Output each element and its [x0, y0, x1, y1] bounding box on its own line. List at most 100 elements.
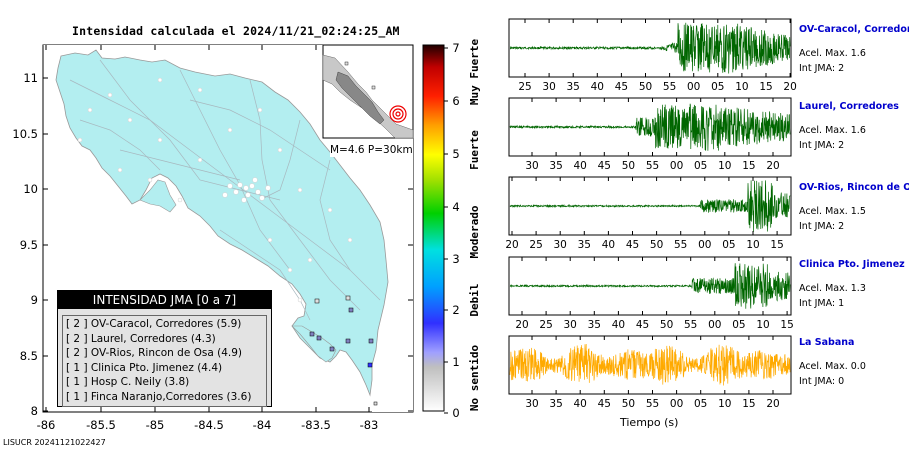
waveform-tick-label: 20 [783, 81, 796, 93]
waveform-panel: 20 25 30 35 40 45 50 55 00 05 10 15 [505, 176, 792, 251]
colorbar-tick-label: 5 [452, 147, 459, 161]
map-y-tick-label: 9 [31, 293, 38, 307]
map-y-tick-label: 10.5 [12, 127, 38, 141]
station-int: Int JMA: 2 [799, 63, 845, 74]
station-int: Int JMA: 0 [799, 376, 845, 387]
map-x-axis: -86 -85.5 -85 -84.5 -84 -83.5 -83 [37, 45, 379, 432]
colorbar-category-label: Moderado [468, 205, 481, 258]
intensity-colorbar: 7 6 5 4 3 2 1 0 Muy Fuerte Fuerte Moderado Debil No… [422, 39, 481, 420]
waveform-tick-label: 35 [588, 319, 601, 331]
waveform-tick-label: 30 [542, 81, 555, 93]
waveform-tick-label: 05 [711, 81, 724, 93]
colorbar-tick-label: 0 [452, 406, 459, 420]
waveform-tick-label: 55 [646, 160, 659, 172]
waveform-tick-label: 25 [518, 81, 531, 93]
map-y-tick-label: 10 [23, 182, 38, 196]
waveform-tick-label: 30 [564, 319, 577, 331]
waveform-tick-label: 25 [529, 239, 542, 251]
waveform-tick-label: 10 [718, 398, 731, 410]
waveform-tick-label: 20 [766, 398, 779, 410]
waveform-tick-label: 20 [766, 160, 779, 172]
waveform-x-label: Tiempo (s) [620, 416, 679, 429]
waveform-tick-label: 15 [759, 81, 772, 93]
waveform-tick-label: 55 [674, 239, 687, 251]
waveform-tick-label: 50 [622, 398, 635, 410]
waveform-trace [509, 22, 791, 74]
legend-row: [ 1 ] Finca Naranjo,Corredores (3.6) [66, 390, 252, 403]
waveform-panel: 20 25 30 35 40 45 50 55 00 05 10 15 [508, 256, 794, 331]
waveform-tick-label: 35 [549, 160, 562, 172]
legend-list: [ 2 ] OV-Caracol, Corredores (5.9) [ 2 ]… [62, 315, 267, 407]
map-x-tick-label: -83.5 [301, 418, 331, 432]
colorbar-tick-label: 4 [452, 200, 459, 214]
map-x-tick-label: -84 [253, 418, 272, 432]
waveform-tick-label: 10 [756, 319, 769, 331]
waveform-tick-label: 10 [718, 160, 731, 172]
map-y-tick-label: 8.5 [20, 349, 38, 363]
footer-id: LISUCR 20241121022427 [3, 438, 106, 447]
inset-magnitude-label: M=4.6 P=30km [330, 144, 413, 156]
legend-row: [ 2 ] OV-Rios, Rincon de Osa (4.9) [66, 347, 243, 359]
map-y-tick-label: 11 [23, 71, 38, 85]
inset-map: M=4.6 P=30km [322, 44, 414, 157]
waveform-tick-label: 35 [578, 239, 591, 251]
colorbar-tick-label: 3 [452, 252, 459, 266]
colorbar-category-label: No sentido [468, 345, 481, 412]
waveform-panel: 30 35 40 45 50 55 00 05 10 15 20 [508, 97, 792, 172]
map-y-axis: 11 10.5 10 9.5 9 8.5 8 [12, 71, 413, 418]
epicenter-icon [389, 105, 407, 123]
waveform-tick-label: 10 [746, 239, 759, 251]
waveform-tick-label: 20 [505, 239, 518, 251]
waveform-tick-label: 45 [598, 398, 611, 410]
station-acel: Acel. Max. 1.3 [799, 283, 866, 294]
station-int: Int JMA: 1 [799, 298, 845, 309]
waveform-tick-label: 40 [574, 398, 587, 410]
station-info-1: OV-Caracol, Corredore Acel. Max. 1.6 Int… [799, 24, 909, 76]
station-int: Int JMA: 2 [799, 140, 845, 151]
waveform-tick-label: 30 [525, 398, 538, 410]
station-name: La Sabana [799, 337, 855, 348]
station-acel: Acel. Max. 1.5 [799, 206, 866, 217]
waveform-tick-label: 40 [574, 160, 587, 172]
waveform-trace [509, 180, 791, 232]
waveform-tick-label: 35 [567, 81, 580, 93]
waveform-tick-label: 55 [663, 81, 676, 93]
station-name: Laurel, Corredores [799, 101, 899, 112]
costa-rica-landmass [43, 45, 413, 412]
station-acel: Acel. Max. 1.6 [799, 48, 866, 59]
waveform-tick-label: 40 [591, 81, 604, 93]
legend-row: [ 1 ] Clinica Pto. Jimenez (4.4) [66, 361, 223, 374]
map-x-tick-label: -85.5 [86, 418, 116, 432]
station-name: OV-Caracol, Corredore [799, 24, 909, 35]
map-title: Intensidad calculada el 2024/11/21_02:24… [72, 24, 400, 38]
station-name: OV-Rios, Rincon de Os [799, 182, 909, 193]
waveform-tick-label: 50 [622, 160, 635, 172]
waveform-tick-label: 15 [780, 319, 793, 331]
intensity-station-markers [309, 295, 378, 406]
waveform-tick-label: 00 [670, 398, 683, 410]
intensity-legend: INTENSIDAD JMA [0 a 7] [ 2 ] OV-Caracol,… [57, 290, 272, 407]
waveform-tick-label: 45 [636, 319, 649, 331]
legend-title: INTENSIDAD JMA [0 a 7] [58, 291, 271, 309]
colorbar-tick-label: 6 [452, 94, 459, 108]
waveform-tick-label: 50 [650, 239, 663, 251]
station-info-5: La Sabana Acel. Max. 0.0 Int JMA: 0 [799, 337, 909, 389]
colorbar-tick-label: 7 [452, 41, 459, 55]
waveform-tick-label: 50 [660, 319, 673, 331]
colorbar-category-label: Fuerte [468, 130, 481, 170]
waveform-panels: 25 30 35 40 45 50 55 00 05 10 15 20 30 35 40 45 50 55 00 05… [505, 18, 797, 410]
map-x-tick-label: -83 [360, 418, 379, 432]
map-x-tick-label: -85 [146, 418, 165, 432]
waveform-trace [509, 343, 791, 386]
waveform-tick-label: 45 [626, 239, 639, 251]
map-y-tick-label: 8 [31, 404, 38, 418]
waveform-tick-label: 40 [612, 319, 625, 331]
waveform-tick-label: 15 [742, 160, 755, 172]
waveform-tick-label: 45 [615, 81, 628, 93]
legend-row: [ 1 ] Hosp C. Neily (3.8) [66, 376, 190, 388]
waveform-tick-label: 55 [684, 319, 697, 331]
legend-row: [ 2 ] OV-Caracol, Corredores (5.9) [66, 318, 242, 330]
waveform-trace [509, 103, 791, 151]
waveform-panel: 25 30 35 40 45 50 55 00 05 10 15 20 [508, 18, 797, 93]
